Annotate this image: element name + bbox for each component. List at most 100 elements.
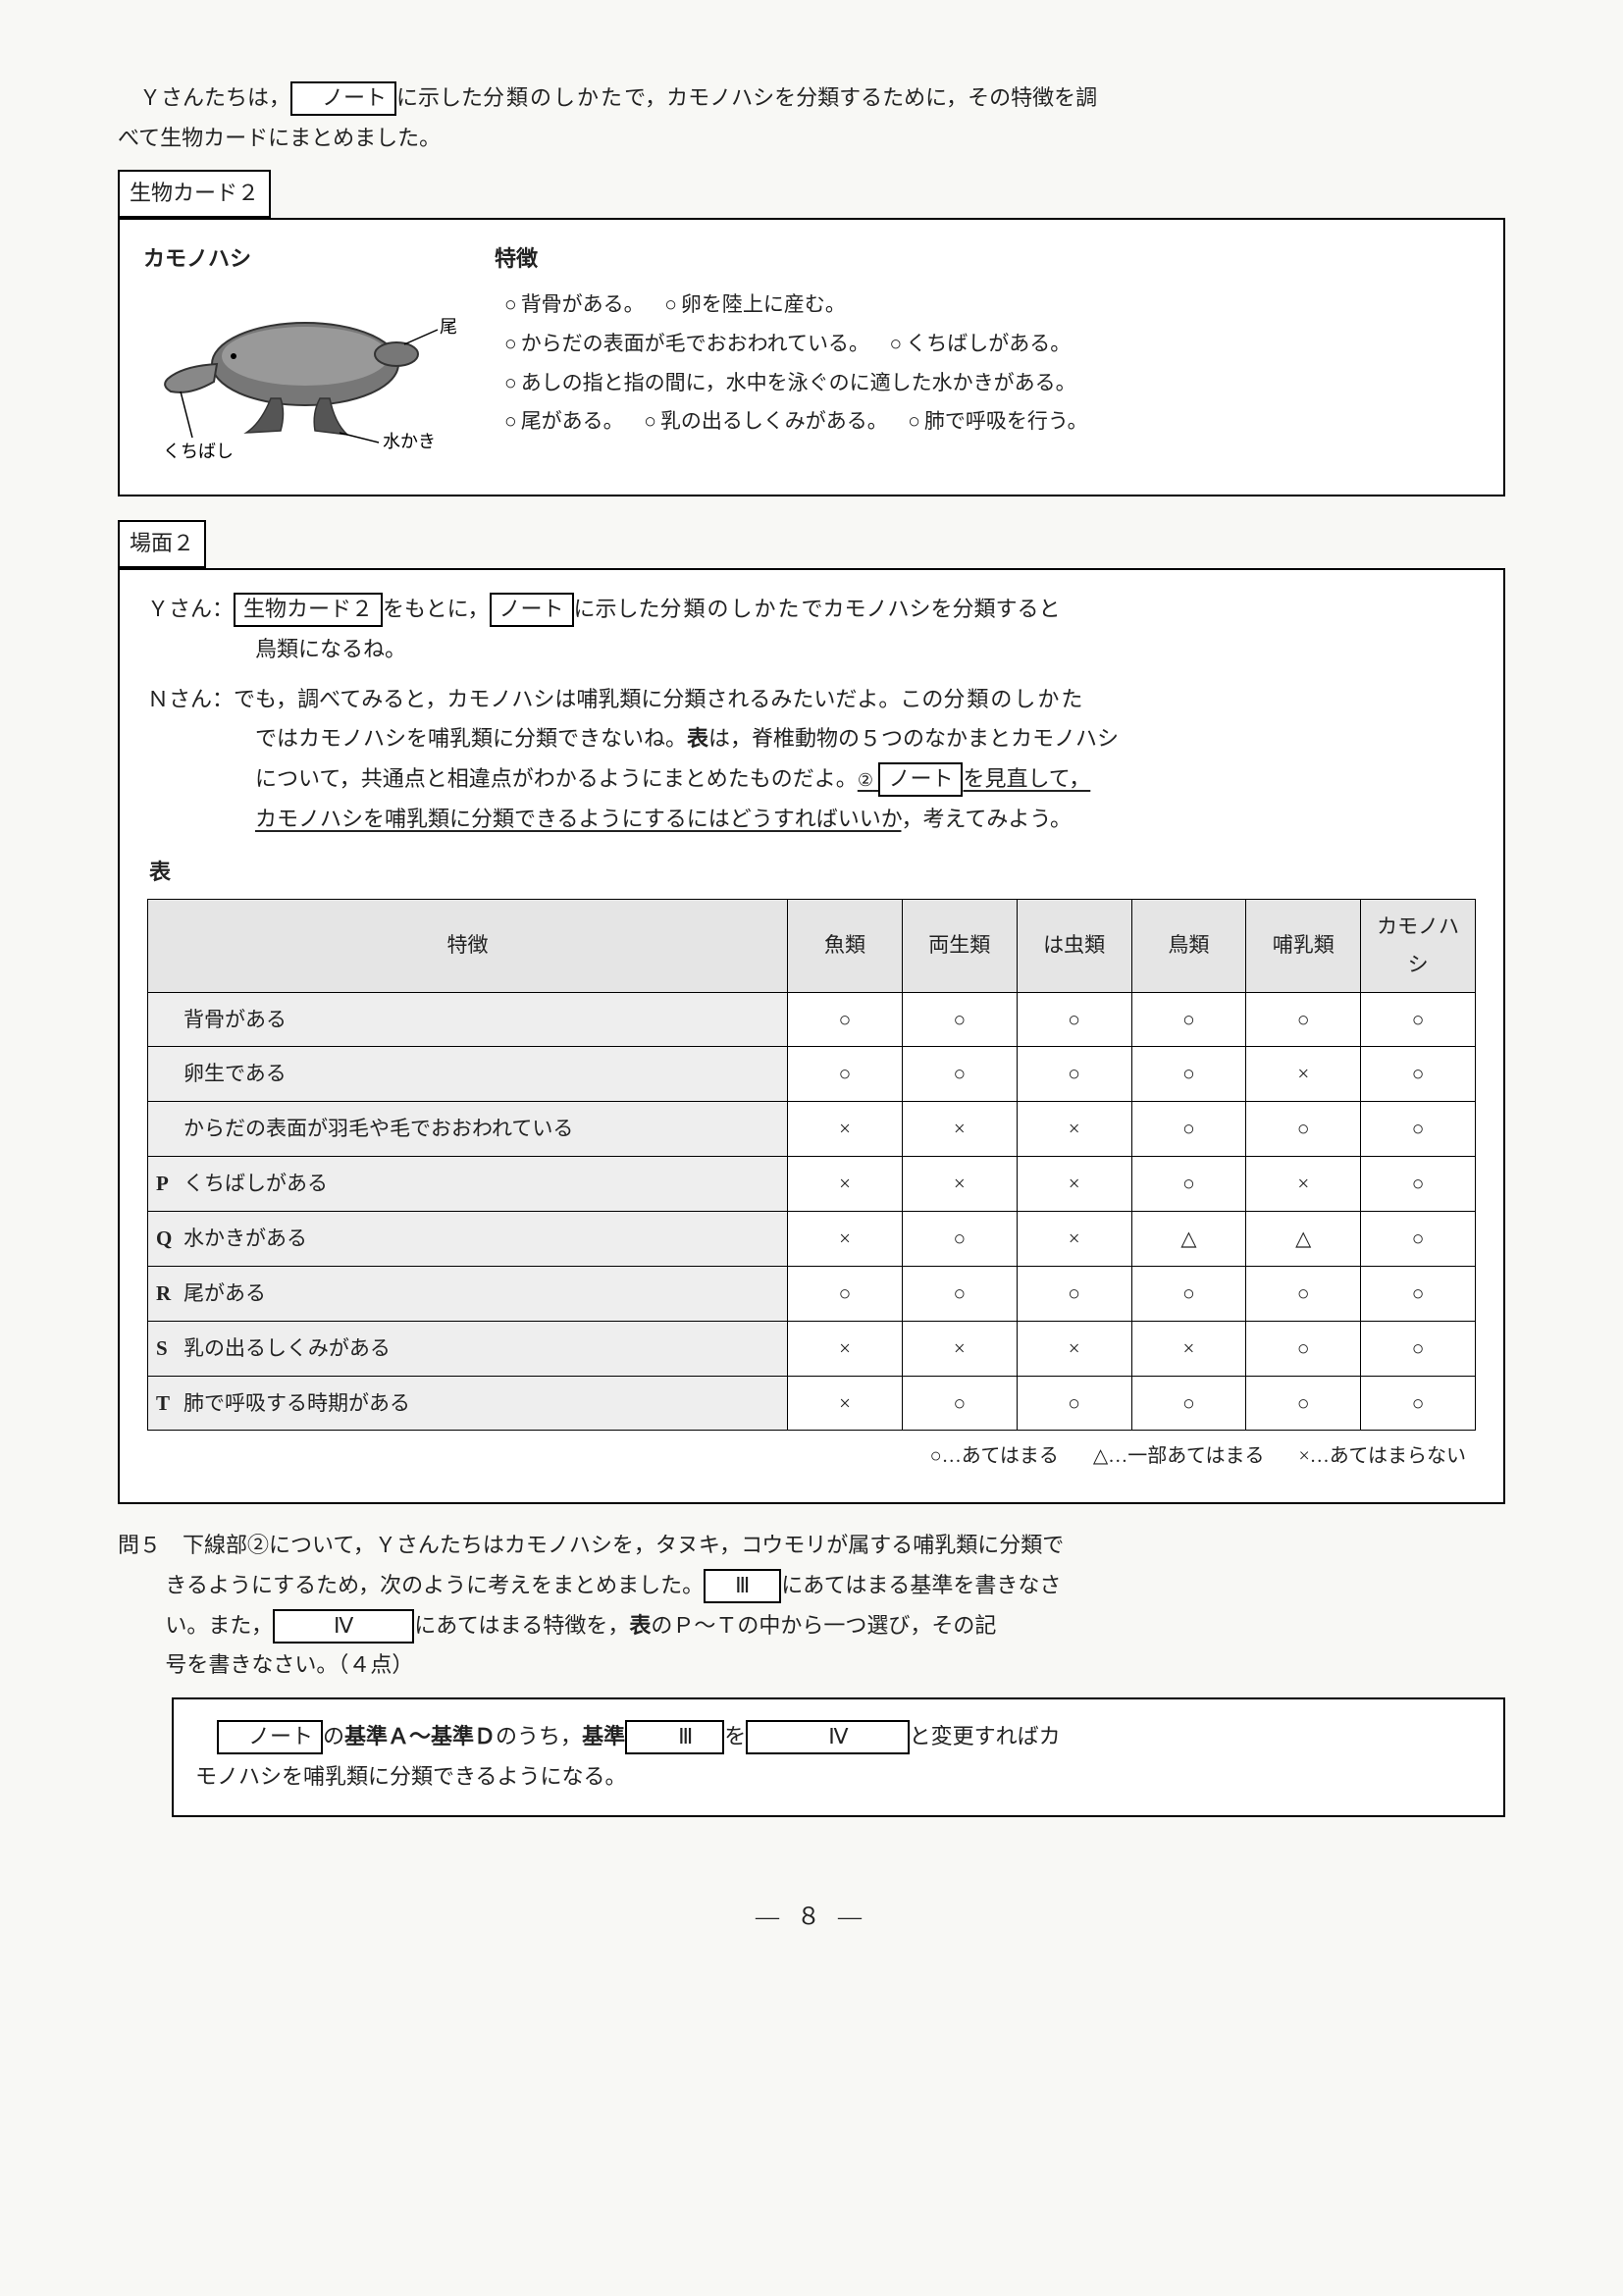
value-cell: ○ [1017,1376,1131,1431]
table-row: Q水かきがある×○×△△○ [148,1212,1476,1267]
value-cell: ○ [902,1266,1017,1321]
web-label: 水かき [383,432,436,451]
table-row: T肺で呼吸する時期がある×○○○○○ [148,1376,1476,1431]
scene2-label: 場面２ [118,520,206,568]
dialogue-y-cont: 鳥類になるね。 [147,630,1476,670]
intro-text-3: で，カモノハシを分類するために，その特徴を調 [624,85,1097,110]
blank-4b[interactable]: Ⅳ [746,1720,909,1754]
features-title: 特徴 [495,239,1480,280]
feature-cell: R尾がある [148,1266,788,1321]
feature-line: ○尾がある。 ○乳の出るしくみがある。 ○肺で呼吸を行う。 [495,402,1480,442]
feature-cell: 卵生である [148,1047,788,1102]
features-list: 特徴 ○背骨がある。 ○卵を陸上に産む。 ○からだの表面が毛でおおわれている。 … [495,239,1480,442]
blank-3[interactable]: Ⅲ [704,1569,781,1603]
table-header-cell: 魚類 [788,899,903,992]
value-cell: ○ [1017,1047,1131,1102]
value-cell: × [788,1321,903,1376]
circled-2: ② [858,770,873,790]
speaker-y: Ｙさん： [147,597,234,621]
bill-label: くちばし [163,442,234,461]
card2-ref-box: 生物カード２ [234,593,383,627]
value-cell: × [902,1157,1017,1212]
value-cell: × [1017,1212,1131,1267]
table-header-cell: は虫類 [1017,899,1131,992]
value-cell: × [1131,1321,1246,1376]
tail-label: 尾 [440,317,457,337]
question-5: 問５ 下線部②について，Ｙさんたちはカモノハシを，タヌキ，コウモリが属する哺乳類… [118,1526,1505,1816]
table-legend: ○…あてはまる △…一部あてはまる ×…あてはまらない [147,1438,1476,1475]
value-cell: ○ [1131,1102,1246,1157]
feature-cell: S乳の出るしくみがある [148,1321,788,1376]
platypus-figure: カモノハシ 尾 水かき くちばし [143,239,467,475]
value-cell: × [788,1376,903,1431]
value-cell: ○ [902,992,1017,1047]
row-mark: T [156,1384,170,1423]
scene2-box: Ｙさん：生物カード２をもとに，ノートに示した分類のしかたでカモノハシを分類すると… [118,568,1505,1504]
table-title: 表 [149,853,1476,893]
note-ref-box-3: ノート [217,1720,323,1754]
speaker-n: Ｎさん： [147,687,234,711]
feature-cell: Q水かきがある [148,1212,788,1267]
value-cell: × [1017,1321,1131,1376]
note-box: ノート [290,81,396,116]
q5-head: 問５ [118,1533,161,1557]
legend-partial: △…一部あてはまる [1093,1445,1265,1467]
page-number: — ８ — [118,1896,1505,1939]
value-cell: × [788,1212,903,1267]
value-cell: ○ [1361,1102,1476,1157]
value-cell: ○ [902,1047,1017,1102]
card2-label: 生物カード２ [118,170,271,218]
value-cell: × [788,1157,903,1212]
intro-text-1: Ｙさんたちは， [139,85,290,110]
legend-yes: ○…あてはまる [930,1445,1059,1467]
table-row: R尾がある○○○○○○ [148,1266,1476,1321]
intro-bold: 分類のしかた [483,85,624,110]
value-cell: × [788,1102,903,1157]
blank-3b[interactable]: Ⅲ [625,1720,724,1754]
table-row: 卵生である○○○○×○ [148,1047,1476,1102]
note-ref-box: ノート [490,593,574,627]
table-row: Pくちばしがある×××○×○ [148,1157,1476,1212]
value-cell: ○ [1361,1376,1476,1431]
value-cell: × [1017,1102,1131,1157]
dialogue-y: Ｙさん：生物カード２をもとに，ノートに示した分類のしかたでカモノハシを分類すると… [147,590,1476,669]
dialogue-n: Ｎさん：でも，調べてみると，カモノハシは哺乳類に分類されるみたいだよ。この分類の… [147,680,1476,840]
value-cell: × [902,1321,1017,1376]
table-header-row: 特徴魚類両生類は虫類鳥類哺乳類カモノハシ [148,899,1476,992]
row-mark: P [156,1165,169,1203]
value-cell: ○ [1361,1157,1476,1212]
value-cell: × [1017,1157,1131,1212]
value-cell: ○ [1361,992,1476,1047]
value-cell: △ [1246,1212,1361,1267]
row-mark: R [156,1275,171,1313]
row-mark: S [156,1330,168,1368]
platypus-icon: 尾 水かき くちばし [143,286,467,462]
value-cell: ○ [1131,1376,1246,1431]
feature-cell: Pくちばしがある [148,1157,788,1212]
table-header-cell: カモノハシ [1361,899,1476,992]
row-mark: Q [156,1220,172,1258]
intro-paragraph: Ｙさんたちは，ノートに示した分類のしかたで，カモノハシを分類するために，その特徴… [118,78,1505,158]
table-row: からだの表面が羽毛や毛でおおわれている×××○○○ [148,1102,1476,1157]
blank-4[interactable]: Ⅳ [273,1609,414,1644]
feature-cell: からだの表面が羽毛や毛でおおわれている [148,1102,788,1157]
value-cell: ○ [1131,1266,1246,1321]
feature-line: ○背骨がある。 ○卵を陸上に産む。 [495,286,1480,325]
value-cell: ○ [1361,1047,1476,1102]
value-cell: × [1246,1157,1361,1212]
value-cell: ○ [1017,1266,1131,1321]
legend-no: ×…あてはまらない [1299,1445,1466,1467]
bio-card-2: カモノハシ 尾 水かき くちばし 特徴 ○背骨がある。 ○卵を陸上に産む。 ○か… [118,218,1505,496]
note-ref-box-2: ノート [878,762,963,797]
value-cell: ○ [788,1047,903,1102]
table-header-cell: 両生類 [902,899,1017,992]
value-cell: ○ [902,1376,1017,1431]
value-cell: ○ [788,1266,903,1321]
value-cell: ○ [1246,992,1361,1047]
value-cell: ○ [1131,1047,1246,1102]
value-cell: ○ [1131,992,1246,1047]
feature-cell: T肺で呼吸する時期がある [148,1376,788,1431]
value-cell: ○ [788,992,903,1047]
feature-line: ○からだの表面が毛でおおわれている。 ○くちばしがある。 [495,325,1480,364]
value-cell: ○ [1017,992,1131,1047]
